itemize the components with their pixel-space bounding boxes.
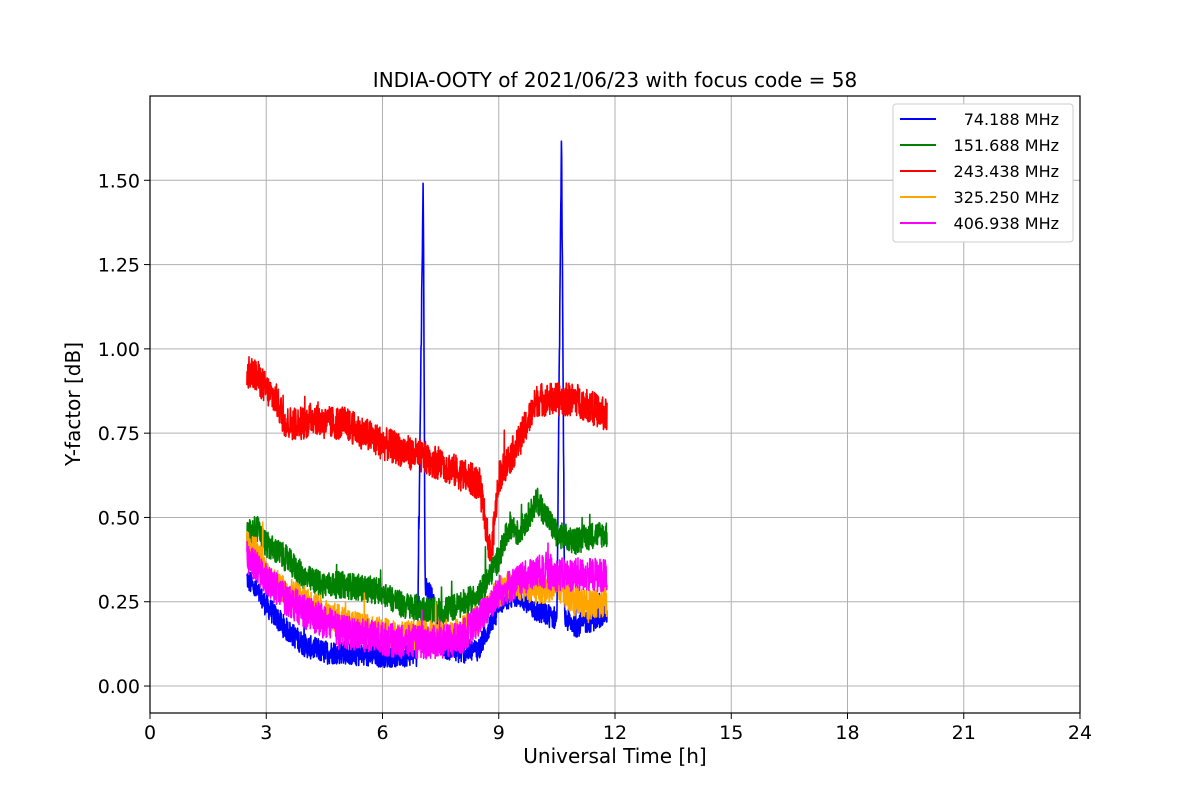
- y-tick-label: 1.00: [98, 339, 140, 361]
- legend-entry: 74.188 MHz: [964, 110, 1059, 129]
- x-tick-label: 21: [952, 722, 976, 744]
- x-tick-label: 3: [260, 722, 272, 744]
- x-axis: 0 3 6 9 12 15 18 21 24: [144, 713, 1092, 744]
- x-tick-label: 6: [376, 722, 388, 744]
- legend: 74.188 MHz 151.688 MHz 243.438 MHz 325.250 …: [892, 103, 1074, 243]
- series-line-5: [246, 540, 608, 660]
- legend-box: [892, 103, 1074, 243]
- chart-title: INDIA-OOTY of 2021/06/23 with focus code…: [373, 68, 857, 92]
- x-tick-label: 12: [603, 722, 627, 744]
- y-tick-label: 1.25: [98, 255, 140, 277]
- series-line-2: [246, 487, 608, 626]
- y-tick-label: 0.50: [98, 507, 140, 529]
- x-tick-label: 18: [835, 722, 859, 744]
- y-tick-label: 0.25: [98, 592, 140, 614]
- y-tick-label: 0.00: [98, 676, 140, 698]
- y-axis: 0.00 0.25 0.50 0.75 1.00 1.25 1.50: [98, 170, 150, 698]
- series-line-3: [246, 356, 608, 562]
- x-tick-label: 0: [144, 722, 156, 744]
- x-tick-label: 9: [493, 722, 505, 744]
- x-tick-label: 15: [719, 722, 743, 744]
- y-tick-label: 0.75: [98, 423, 140, 445]
- legend-entry: 151.688 MHz: [954, 136, 1059, 155]
- legend-entry: 243.438 MHz: [954, 162, 1059, 181]
- x-tick-label: 24: [1068, 722, 1092, 744]
- legend-entry: 406.938 MHz: [954, 214, 1059, 233]
- series-line-1: [246, 140, 608, 669]
- plot-series: [246, 140, 608, 669]
- y-axis-label: Y-factor [dB]: [61, 342, 85, 467]
- x-axis-label: Universal Time [h]: [523, 744, 706, 768]
- y-tick-label: 1.50: [98, 170, 140, 192]
- legend-entry: 325.250 MHz: [954, 188, 1059, 207]
